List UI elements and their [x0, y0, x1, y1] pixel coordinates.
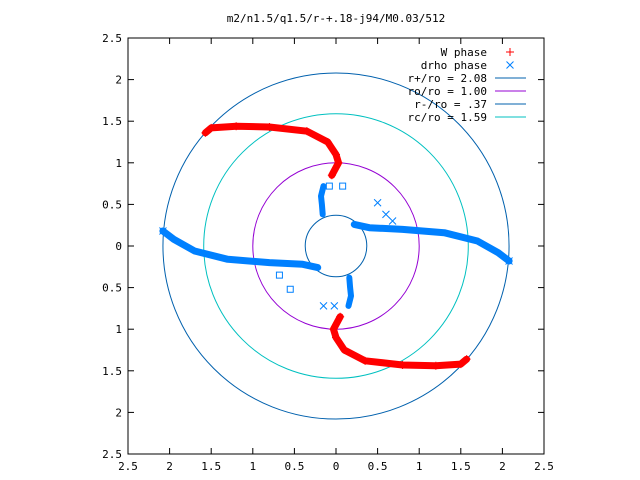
y-tick-label: 0 — [115, 240, 122, 253]
square-marker — [325, 182, 333, 190]
x-tick-label: 1 — [416, 460, 423, 473]
drho-phase-arm-inner-upper — [318, 183, 327, 218]
w-phase-point — [361, 356, 370, 365]
y-tick-label: 2 — [115, 406, 122, 419]
x-tick-label: 0 — [333, 460, 340, 473]
w-phase-point — [340, 346, 349, 354]
chart-title: m2/n1.5/q1.5/r-+.18-j94/M0.03/512 — [227, 12, 446, 25]
y-tick-label: 1 — [115, 323, 122, 336]
x-tick-label: 2 — [166, 460, 173, 473]
w-phase-point — [456, 360, 465, 369]
w-phase-arm-lower — [330, 313, 471, 370]
ref-circle-0 — [162, 72, 510, 420]
w-phase-point — [332, 150, 340, 159]
drho-phase-arm-left — [159, 227, 322, 272]
x-tick-label: 1 — [249, 460, 256, 473]
w-phase-point — [336, 312, 345, 321]
y-tick-label: 0.5 — [102, 198, 122, 211]
w-phase-point — [265, 123, 274, 132]
phase-markers — [159, 48, 514, 370]
w-phase-point — [329, 325, 338, 334]
drho-phase-arm-right — [350, 220, 513, 265]
x-tick-label: 1.5 — [451, 460, 471, 473]
w-phase-point — [201, 128, 210, 137]
w-phase-arm-upper — [201, 122, 342, 179]
drho-phase-point — [159, 227, 167, 235]
y-tick-label: 2.5 — [102, 32, 122, 45]
legend-label: ro/ro = 1.00 — [408, 85, 487, 98]
square-marker — [339, 182, 347, 190]
legend-label: W phase — [441, 46, 487, 59]
y-tick-label: 2.5 — [102, 448, 122, 461]
w-phase-point — [398, 360, 407, 369]
square-marker — [275, 271, 283, 279]
drho-phase-point — [319, 302, 328, 310]
w-phase-point — [323, 138, 332, 146]
y-tick-label: 1.5 — [102, 365, 122, 378]
x-tick-label: 1.5 — [201, 460, 221, 473]
drho-phase-point — [373, 198, 382, 207]
w-phase-point — [207, 123, 216, 132]
y-tick-label: 1 — [115, 157, 122, 170]
x-tick-label: 2 — [499, 460, 506, 473]
legend-swatch — [506, 61, 514, 69]
w-phase-point — [462, 355, 471, 364]
legend-swatch — [506, 48, 514, 56]
y-tick-label: 1.5 — [102, 115, 122, 128]
x-tick-label: 0.5 — [368, 460, 388, 473]
ref-circle-2 — [304, 214, 368, 278]
drho-phase-point — [388, 217, 397, 225]
w-phase-point — [334, 158, 343, 167]
w-phase-point — [431, 361, 440, 370]
x-tick-label: 2.5 — [534, 460, 554, 473]
legend-label: r-/ro = .37 — [414, 98, 487, 111]
drho-phase-point — [330, 302, 339, 310]
legend-label: r+/ro = 2.08 — [408, 72, 487, 85]
ref-circle-3 — [203, 113, 469, 379]
w-phase-point — [332, 333, 340, 342]
legend-label: rc/ro = 1.59 — [408, 111, 487, 124]
phase-curves — [159, 122, 513, 370]
w-phase-point — [302, 127, 311, 136]
square-marker — [286, 285, 294, 293]
drho-phase-point — [382, 210, 390, 219]
x-tick-label: 2.5 — [118, 460, 138, 473]
y-tick-label: 0.5 — [102, 282, 122, 295]
drho-phase-arm-inner-lower — [345, 274, 354, 309]
w-phase-point — [327, 171, 336, 180]
x-tick-label: 0.5 — [284, 460, 304, 473]
y-tick-label: 2 — [115, 74, 122, 87]
w-phase-point — [232, 122, 241, 131]
axis-ticks: 2.5 2 1.5 1 0.5 0 0.5 1 1.5 2 2.52.521.510.500.511… — [102, 32, 554, 473]
drho-phase-point — [505, 257, 513, 265]
legend-label: drho phase — [421, 59, 487, 72]
